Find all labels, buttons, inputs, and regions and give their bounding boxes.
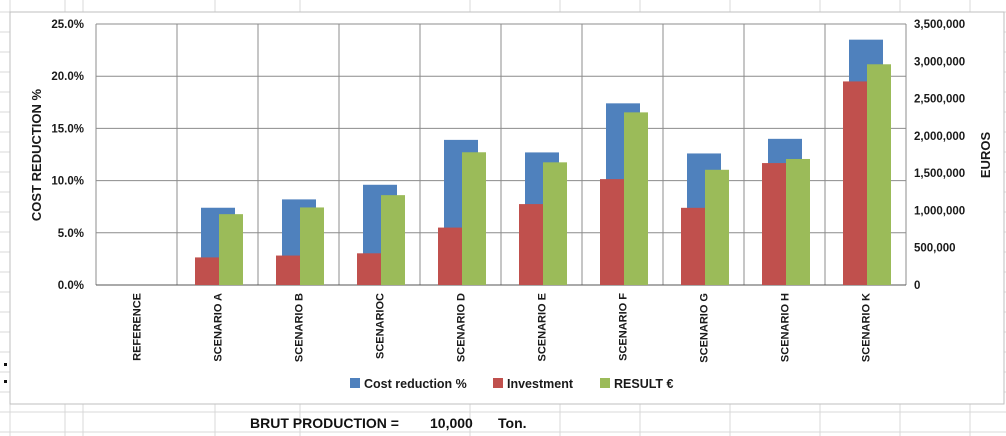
right-tick-label: 3,500,000 (914, 19, 965, 31)
right-tick-label: 2,000,000 (914, 131, 965, 143)
category-label: SCENARIO A (213, 293, 225, 362)
category-label: SCENARIO K (861, 293, 873, 362)
bar-investment (762, 163, 786, 285)
bar-investment (681, 207, 705, 285)
chart-legend: Cost reduction % Investment RESULT € (350, 377, 674, 391)
right-tick-label: 1,500,000 (914, 168, 965, 180)
right-axis-ticks: 0 500,000 1,000,000 1,500,000 2,000,000 2,500… (914, 19, 965, 292)
brut-production-value: 10,000 (430, 415, 473, 431)
bar-result (300, 207, 324, 285)
left-tick-label: 0.0% (58, 280, 84, 292)
bar-investment (438, 227, 462, 285)
category-label: REFERENCE (132, 293, 144, 361)
left-axis-ticks: 0.0% 5.0% 10.0% 15.0% 20.0% 25.0% (51, 19, 84, 292)
bar-investment (276, 255, 300, 285)
bar-investment (357, 253, 381, 285)
left-tick-label: 20.0% (51, 71, 84, 83)
category-label: SCENARIO G (699, 293, 711, 363)
bar-result (543, 162, 567, 285)
bar-result (705, 169, 729, 285)
brut-production-label: BRUT PRODUCTION = (250, 415, 399, 431)
bar-investment (600, 179, 624, 285)
brut-production-unit: Ton. (498, 415, 527, 431)
footer-row: BRUT PRODUCTION = 10,000 Ton. (0, 410, 1006, 436)
right-tick-label: 3,000,000 (914, 56, 965, 68)
bar-series (195, 39, 891, 286)
legend-swatch (350, 378, 360, 388)
row-marker (4, 363, 7, 383)
left-tick-label: 5.0% (58, 228, 84, 240)
bar-result (381, 195, 405, 285)
left-axis-title: COST REDUCTION % (29, 88, 44, 221)
bar-result (867, 64, 891, 285)
legend-swatch (493, 378, 503, 388)
bar-result (786, 158, 810, 285)
category-label: SCENARIO F (618, 293, 630, 361)
right-tick-label: 1,000,000 (914, 205, 965, 217)
bar-result (624, 112, 648, 285)
right-tick-label: 0 (914, 280, 920, 292)
category-label: SCENARIOC (375, 293, 387, 359)
legend-label: Cost reduction % (364, 377, 467, 391)
legend-label: RESULT € (614, 377, 674, 391)
chart-area (9, 11, 1005, 405)
category-label: SCENARIO H (780, 293, 792, 362)
right-axis-title: EUROS (978, 132, 993, 179)
bar-investment (195, 257, 219, 285)
bar-investment (519, 204, 543, 285)
right-tick-label: 500,000 (914, 243, 956, 255)
legend-swatch (600, 378, 610, 388)
left-tick-label: 10.0% (51, 176, 84, 188)
bar-investment (843, 81, 867, 285)
left-tick-label: 25.0% (51, 19, 84, 31)
bar-result (462, 152, 486, 285)
category-labels: REFERENCE SCENARIO A SCENARIO B SCENARIOC SC… (132, 293, 873, 363)
legend-label: Investment (507, 377, 574, 391)
category-label: SCENARIO D (456, 293, 468, 362)
category-label: SCENARIO B (294, 293, 306, 362)
right-tick-label: 2,500,000 (914, 94, 965, 106)
bar-result (219, 214, 243, 285)
left-tick-label: 15.0% (51, 123, 84, 135)
category-label: SCENARIO E (537, 293, 549, 361)
